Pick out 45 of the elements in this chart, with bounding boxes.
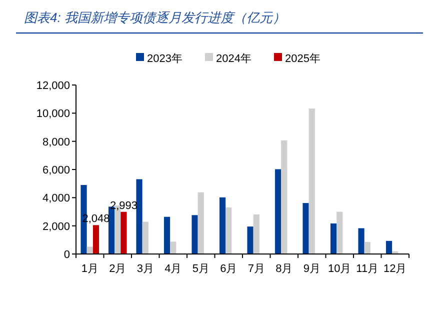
y-tick-label: 12,000 bbox=[36, 80, 70, 92]
x-tick-label: 10月 bbox=[328, 263, 352, 275]
bar bbox=[247, 226, 254, 254]
x-tick-label: 11月 bbox=[356, 263, 379, 275]
bar bbox=[192, 215, 198, 254]
bar bbox=[136, 179, 142, 254]
x-tick-label: 9月 bbox=[303, 263, 320, 275]
bar bbox=[281, 140, 288, 254]
y-tick-label: 4,000 bbox=[42, 192, 70, 205]
x-tick-label: 6月 bbox=[220, 263, 238, 275]
y-tick-label: 8,000 bbox=[42, 136, 70, 148]
x-tick-label: 5月 bbox=[192, 263, 210, 275]
legend-label: 2024年 bbox=[216, 53, 252, 65]
y-tick-label: 10,000 bbox=[36, 108, 70, 120]
bar bbox=[170, 242, 176, 254]
x-tick-label: 3月 bbox=[136, 263, 154, 275]
x-tick-label: 12月 bbox=[384, 263, 407, 275]
bar bbox=[336, 212, 343, 254]
x-tick-label: 4月 bbox=[164, 263, 182, 275]
bar bbox=[330, 223, 337, 254]
legend-label: 2023年 bbox=[147, 53, 182, 65]
x-tick-label: 1月 bbox=[81, 263, 98, 275]
y-tick-label: 6,000 bbox=[42, 164, 70, 176]
bar bbox=[302, 203, 309, 254]
legend-label: 2025年 bbox=[285, 53, 320, 65]
bar bbox=[274, 169, 282, 254]
bar bbox=[358, 228, 364, 254]
bar bbox=[226, 207, 232, 254]
bar bbox=[308, 108, 315, 254]
bar bbox=[198, 192, 204, 254]
bar bbox=[164, 216, 170, 254]
bar bbox=[386, 240, 392, 254]
title: 图表4: 我国新增专项债逐月发行进度（亿元） bbox=[24, 10, 286, 25]
bar bbox=[142, 222, 148, 254]
bar bbox=[120, 212, 127, 254]
x-tick-label: 2月 bbox=[109, 263, 126, 275]
bar bbox=[86, 246, 93, 254]
bar bbox=[92, 225, 100, 254]
x-tick-label: 7月 bbox=[248, 263, 265, 275]
bar bbox=[253, 214, 260, 254]
x-tick-label: 8月 bbox=[276, 263, 293, 275]
bar bbox=[364, 242, 370, 254]
y-tick-label: 0 bbox=[64, 249, 70, 261]
bar bbox=[219, 197, 226, 254]
y-tick-label: 2,000 bbox=[42, 220, 70, 233]
